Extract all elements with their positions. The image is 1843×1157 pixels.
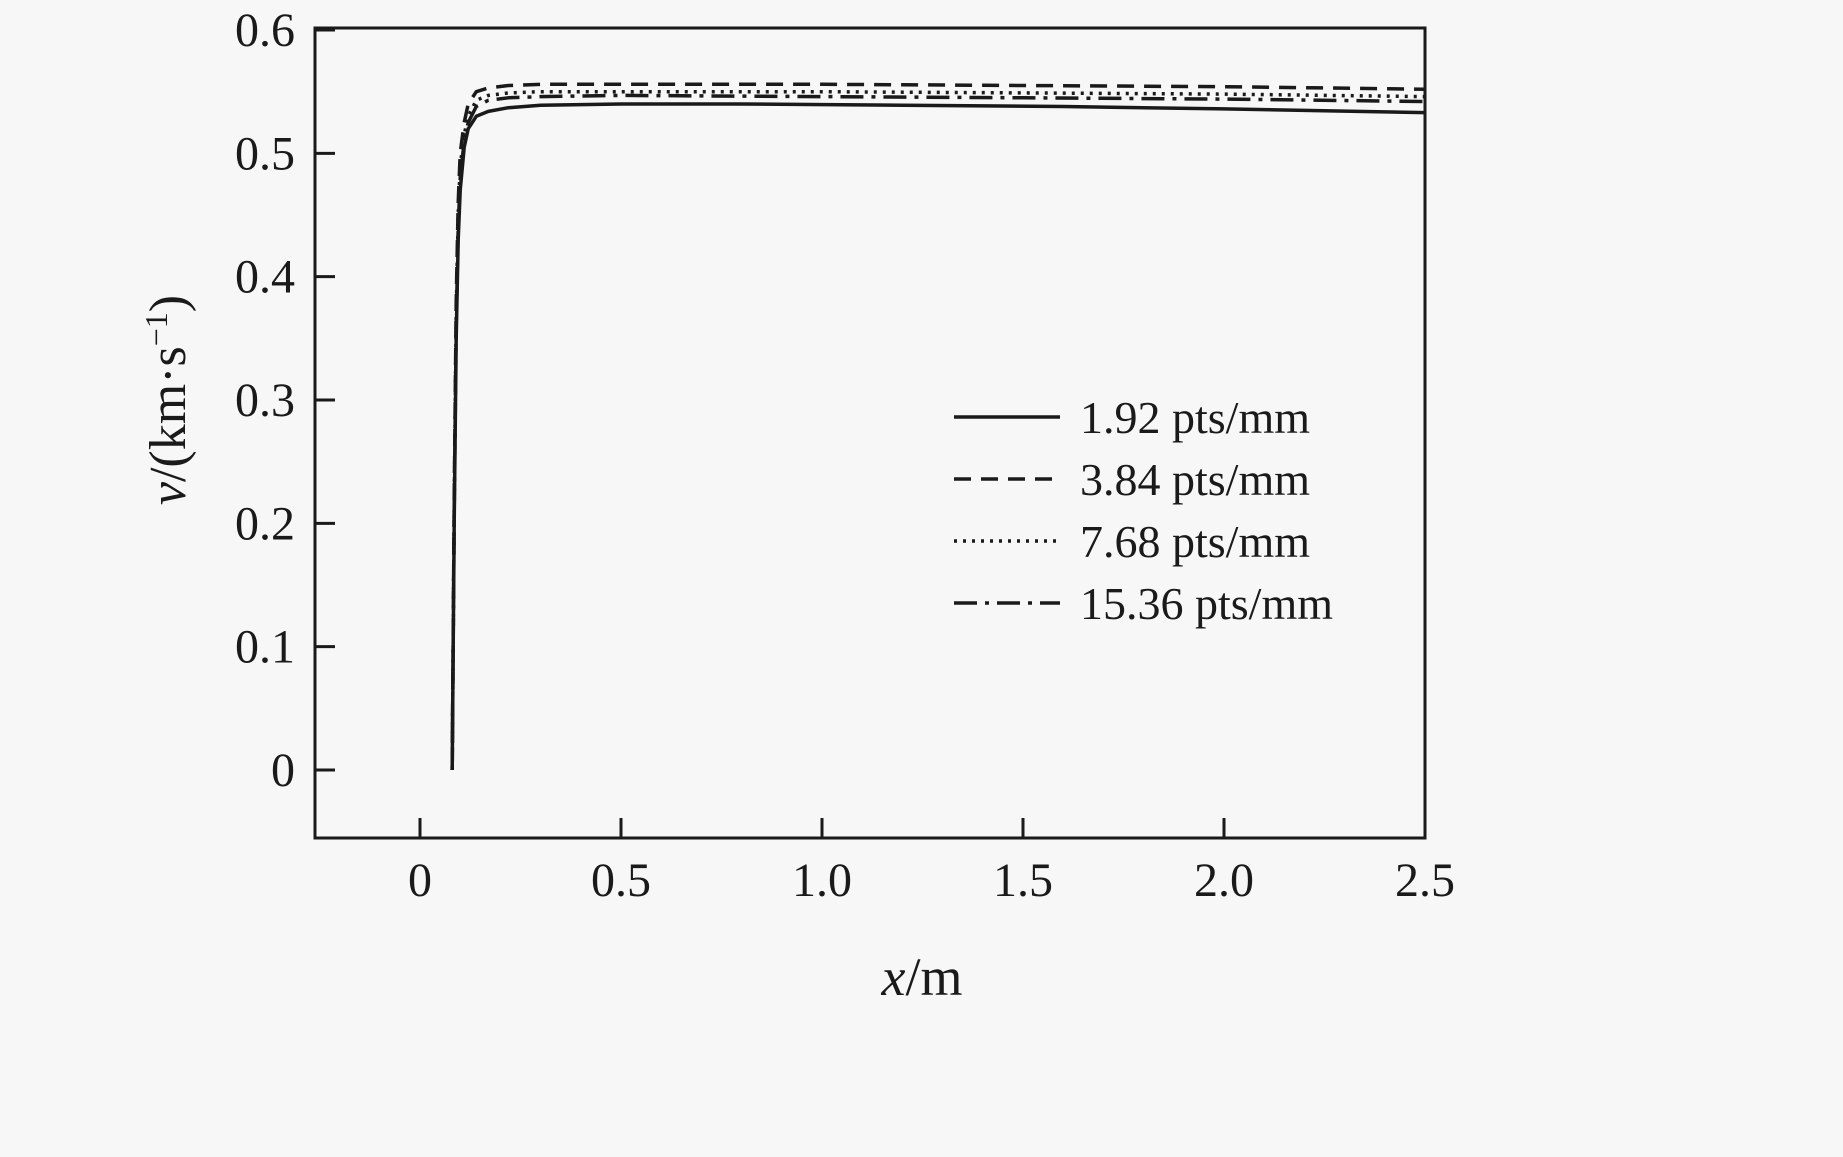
y-axis-label: v/(km·s−1) [138, 295, 198, 505]
legend-line-sample-dashdot [954, 601, 1060, 605]
legend-line-sample-dotted [954, 539, 1060, 543]
y-tick-label: 0 [271, 744, 295, 797]
y-tick-label: 0.1 [235, 621, 295, 674]
legend-entry: 15.36 pts/mm [952, 577, 1334, 629]
legend-line-sample-dashed [954, 477, 1060, 481]
y-tick-label: 0.2 [235, 497, 295, 550]
x-tick-label: 0 [408, 854, 432, 907]
plot-frame [313, 26, 1427, 840]
y-axis-label-units: /(km·s [140, 346, 198, 483]
legend-label: 15.36 pts/mm [1080, 577, 1334, 629]
x-tick-label: 2.5 [1395, 854, 1455, 907]
x-tick-label: 1.5 [993, 854, 1053, 907]
legend-label: 7.68 pts/mm [1080, 515, 1311, 567]
y-axis-label-exponent: −1 [137, 312, 174, 347]
y-tick-label: 0.3 [235, 374, 295, 427]
legend-label: 1.92 pts/mm [1080, 391, 1311, 443]
x-axis-label: x/m [822, 946, 1022, 1008]
y-axis-label-close: ) [140, 294, 198, 313]
x-axis-label-units: /m [905, 947, 963, 1007]
x-tick-label: 2.0 [1194, 854, 1254, 907]
y-tick-label: 0.6 [235, 4, 295, 57]
legend: 1.92 pts/mm 3.84 pts/mm 7.68 pts/mm 15.36 p… [952, 391, 1334, 629]
y-tick-label: 0.5 [235, 127, 295, 180]
x-tick-label: 1.0 [792, 854, 852, 907]
y-axis-label-symbol: v [140, 482, 198, 506]
x-tick-label: 0.5 [591, 854, 651, 907]
series-dashdot [450, 93, 1426, 771]
legend-label: 3.84 pts/mm [1080, 453, 1311, 505]
legend-entry: 7.68 pts/mm [952, 515, 1333, 567]
legend-entry: 1.92 pts/mm [952, 391, 1333, 443]
legend-line-sample-solid [954, 415, 1060, 419]
x-axis-label-symbol: x [881, 947, 906, 1007]
y-tick-label: 0.4 [235, 251, 295, 304]
legend-entry: 3.84 pts/mm [952, 453, 1333, 505]
